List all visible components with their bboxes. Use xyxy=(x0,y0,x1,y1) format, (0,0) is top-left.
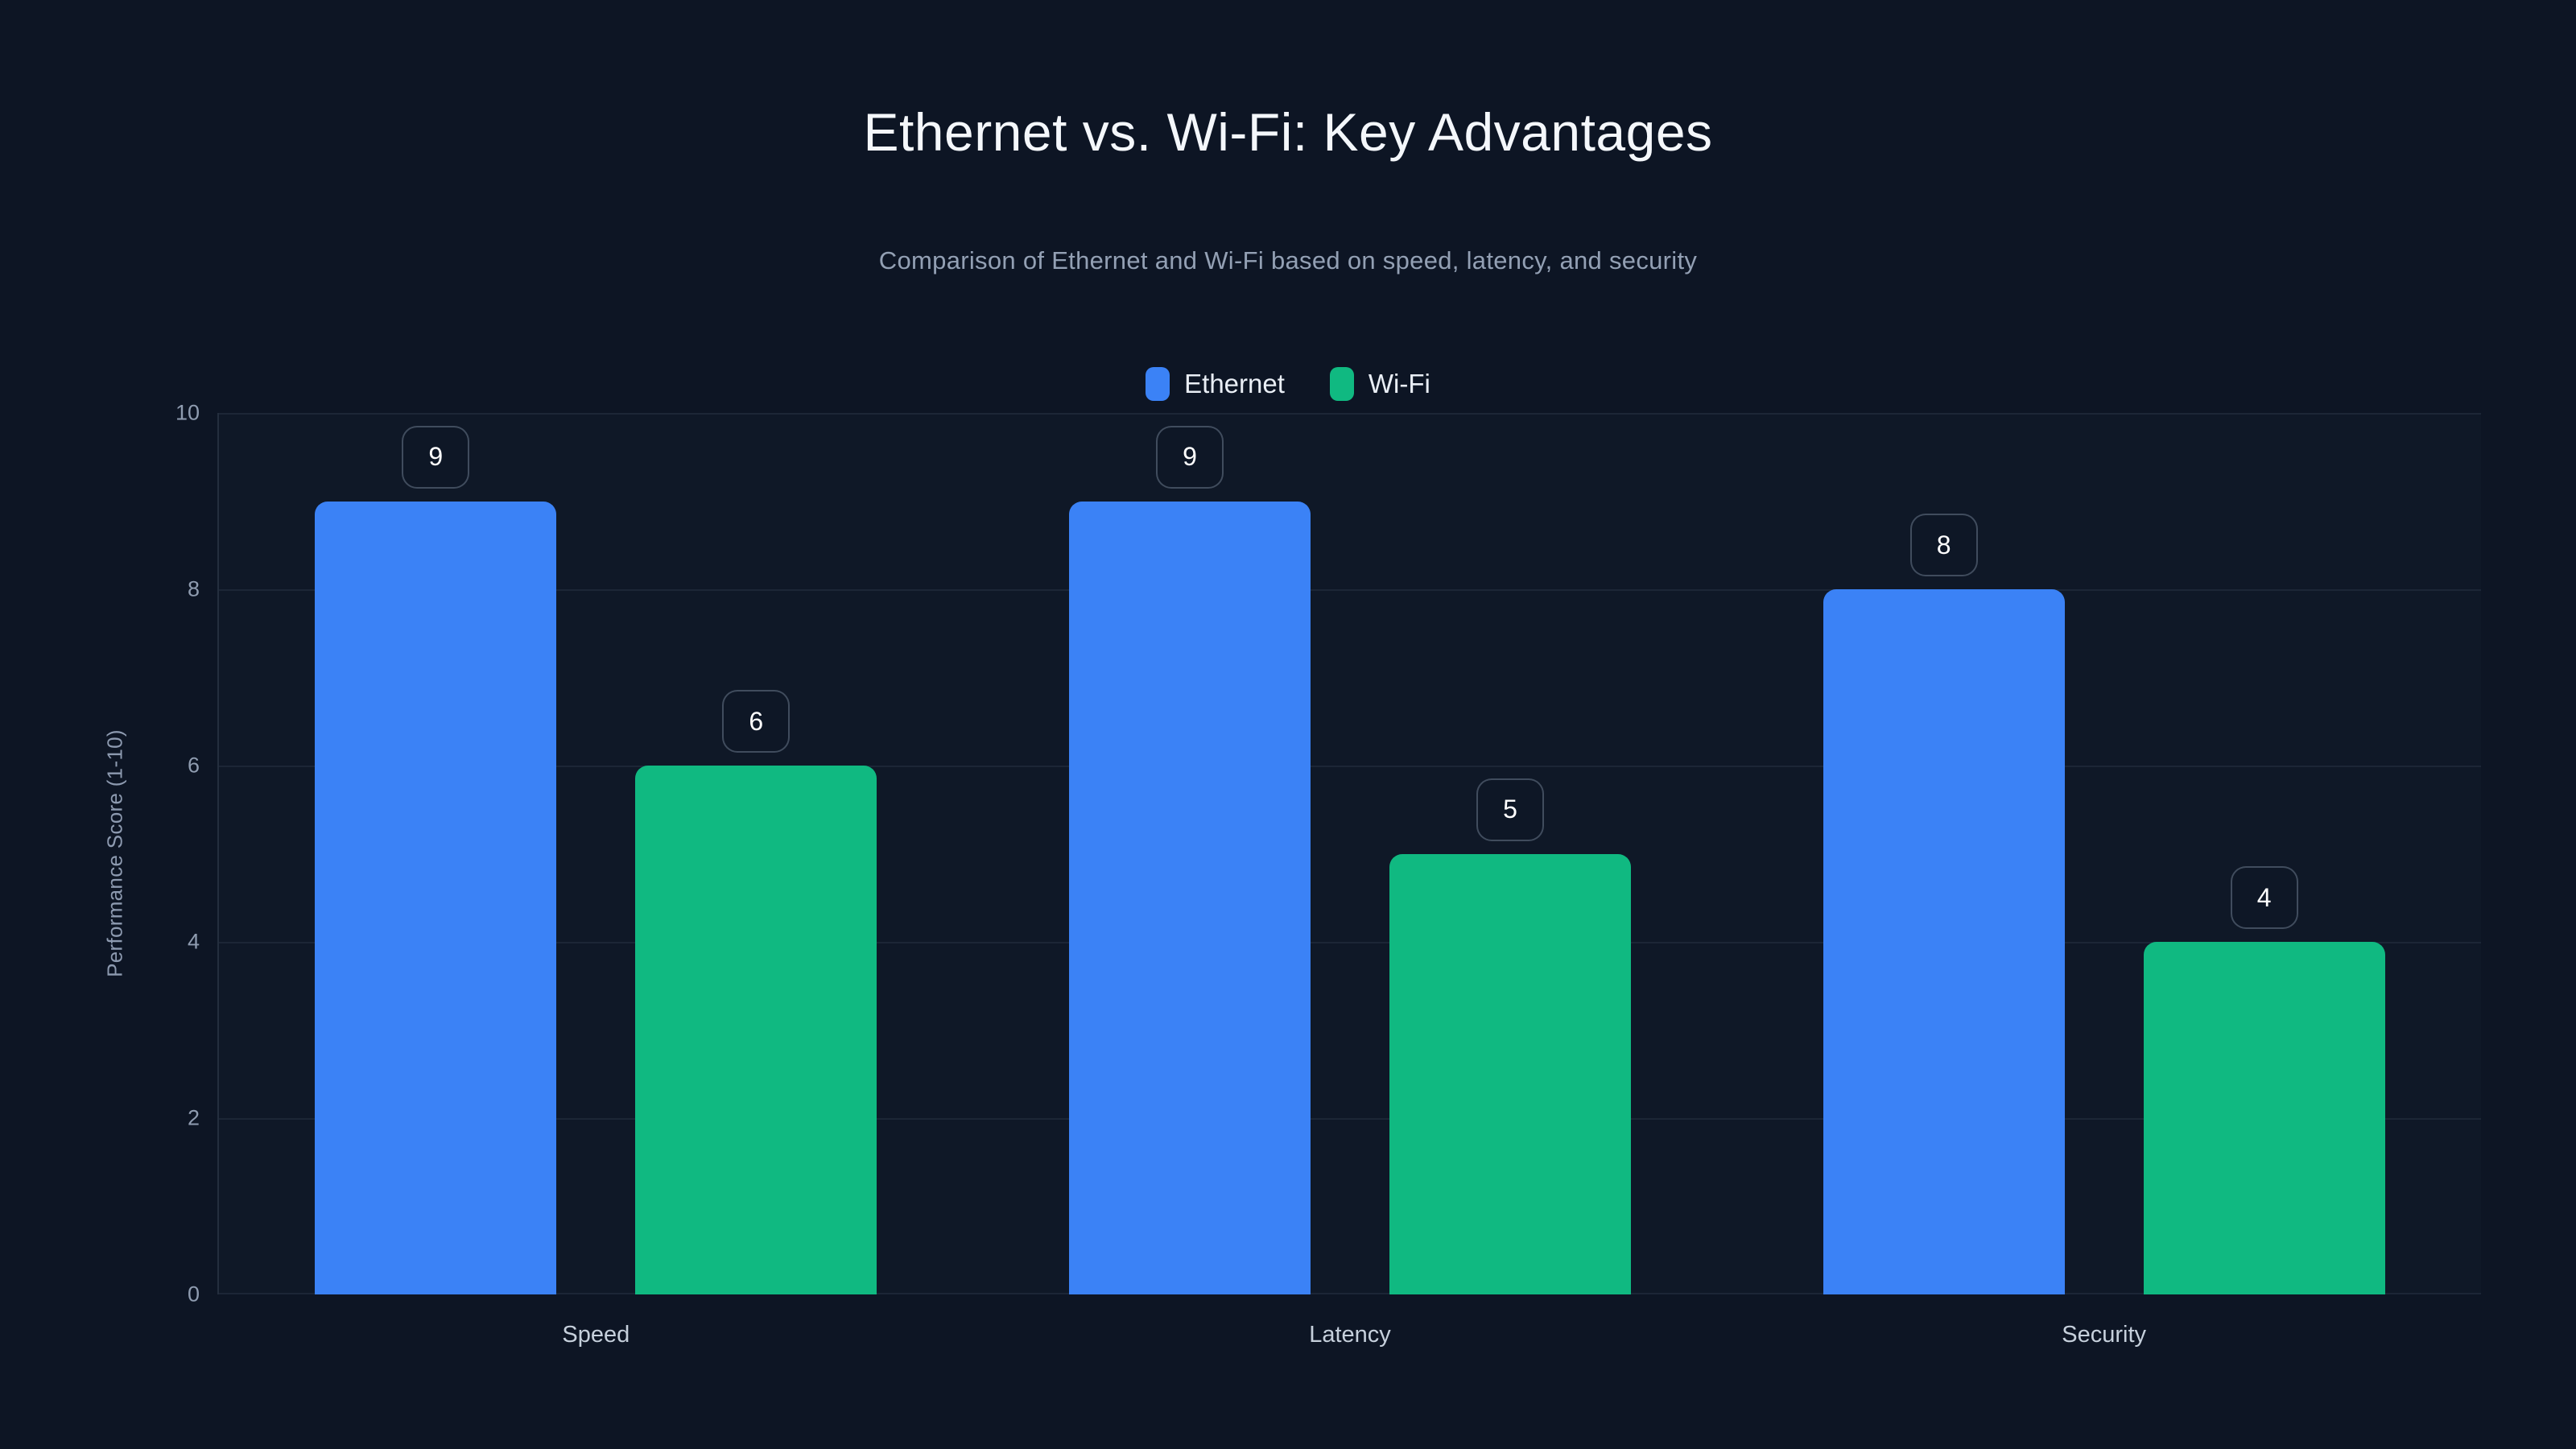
gridline xyxy=(219,766,2481,767)
chart-legend: Ethernet Wi-Fi xyxy=(0,367,2576,401)
legend-label-wifi: Wi-Fi xyxy=(1368,369,1430,398)
legend-item-wifi[interactable]: Wi-Fi xyxy=(1329,367,1430,401)
y-axis-title: Performance Score (1-10) xyxy=(102,729,127,977)
y-tick-label: 8 xyxy=(187,576,200,601)
bar-ethernet-security[interactable] xyxy=(1823,589,2065,1294)
value-label: 6 xyxy=(722,690,791,753)
legend-label-ethernet: Ethernet xyxy=(1184,369,1285,398)
value-label: 9 xyxy=(402,425,470,489)
bar-wifi-speed[interactable] xyxy=(635,766,877,1294)
y-tick-label: 6 xyxy=(187,753,200,778)
plot-area: 0 2 4 6 8 10 Speed 9 6 Latency 9 5 Security 8 4 xyxy=(175,401,2481,1348)
gridline xyxy=(219,1293,2481,1294)
bar-wifi-latency[interactable] xyxy=(1389,853,1631,1294)
chart-subtitle: Comparison of Ethernet and Wi-Fi based o… xyxy=(878,246,1698,275)
x-axis-label-latency: Latency xyxy=(1309,1322,1391,1348)
gridline xyxy=(219,1118,2481,1120)
value-label: 4 xyxy=(2230,866,2298,929)
wifi-swatch-icon xyxy=(1329,367,1354,401)
y-tick-label: 4 xyxy=(187,929,200,954)
legend-item-ethernet[interactable]: Ethernet xyxy=(1146,367,1285,401)
bar-ethernet-latency[interactable] xyxy=(1069,501,1311,1294)
value-label: 8 xyxy=(1909,514,1978,576)
gridline xyxy=(219,942,2481,943)
y-tick-label: 10 xyxy=(175,400,200,425)
bar-ethernet-speed[interactable] xyxy=(315,501,557,1294)
bar-wifi-security[interactable] xyxy=(2143,942,2385,1294)
x-axis-label-speed: Speed xyxy=(562,1322,630,1348)
value-label: 9 xyxy=(1156,425,1224,489)
x-axis-label-security: Security xyxy=(2062,1322,2147,1348)
y-tick-label: 0 xyxy=(187,1282,200,1307)
gridline xyxy=(219,589,2481,591)
chart-title: Ethernet vs. Wi-Fi: Key Advantages xyxy=(863,102,1713,162)
value-label: 5 xyxy=(1476,778,1544,841)
ethernet-swatch-icon xyxy=(1146,367,1170,401)
gridline xyxy=(219,413,2481,415)
y-tick-label: 2 xyxy=(187,1105,200,1130)
